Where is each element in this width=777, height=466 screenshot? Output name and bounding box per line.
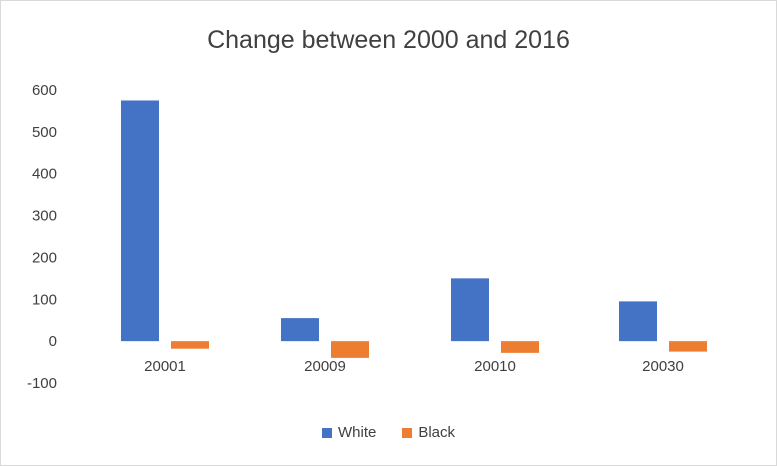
bar-white-20030 [619, 301, 657, 342]
bar-white-20010 [451, 278, 489, 342]
bar-black-20009 [331, 341, 369, 358]
bar-black-20010 [501, 341, 539, 353]
legend-label-white: White [337, 424, 377, 441]
bars [121, 100, 707, 358]
bar-black-20030 [669, 341, 707, 352]
x-tick-label: 20030 [642, 358, 684, 375]
y-tick-label: 0 [49, 333, 57, 350]
y-axis-ticks: 600 500 400 300 200 100 0 -100 [27, 82, 57, 392]
bar-white-20009 [281, 318, 319, 342]
x-tick-label: 20001 [144, 358, 186, 375]
y-tick-label: 600 [32, 82, 57, 99]
bar-black-20001 [171, 341, 209, 349]
legend-label-black: Black [418, 424, 456, 441]
chart-title: Change between 2000 and 2016 [207, 26, 570, 54]
x-axis-ticks: 20001 20009 20010 20030 [144, 358, 684, 375]
legend-swatch-white [321, 427, 332, 438]
legend: White Black [0, 424, 777, 441]
legend-item-black: Black [402, 424, 455, 441]
legend-swatch-black [402, 427, 413, 438]
x-tick-label: 20010 [474, 358, 516, 375]
legend-item-white: White [321, 424, 377, 441]
y-tick-label: 100 [32, 291, 57, 308]
y-tick-label: 500 [32, 124, 57, 141]
y-tick-label: -100 [27, 375, 57, 392]
y-tick-label: 400 [32, 166, 57, 183]
y-tick-label: 200 [32, 249, 57, 266]
y-tick-label: 300 [32, 208, 57, 225]
x-tick-label: 20009 [304, 358, 346, 375]
bar-white-20001 [121, 100, 159, 342]
